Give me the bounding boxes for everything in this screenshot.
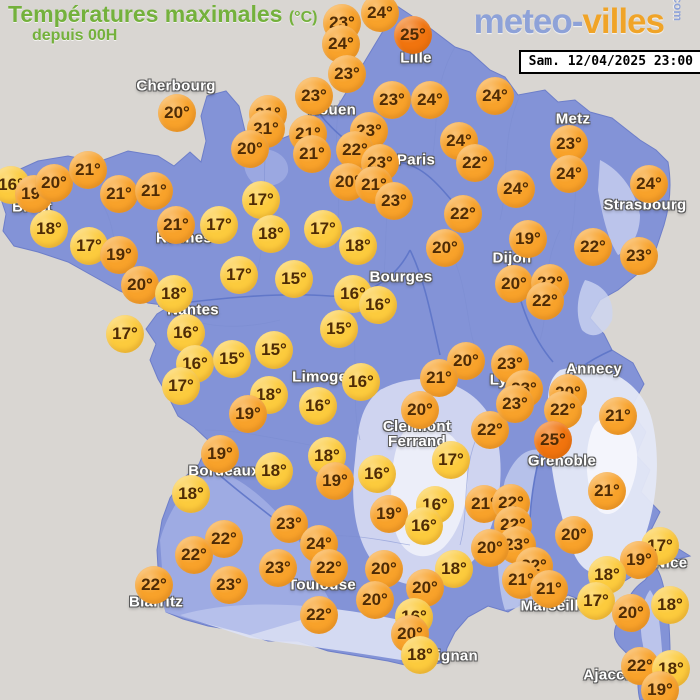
temp-bubble: 21°: [157, 206, 195, 244]
city-label: Paris: [396, 151, 436, 169]
temp-bubble: 22°: [175, 536, 213, 574]
temp-bubble: 21°: [135, 172, 173, 210]
temp-bubble: 23°: [328, 55, 366, 93]
temp-bubble: 18°: [651, 586, 689, 624]
temp-bubble: 19°: [509, 220, 547, 258]
temp-bubble: 20°: [121, 266, 159, 304]
temp-bubble: 19°: [229, 395, 267, 433]
page-title-unit: (°C): [288, 9, 318, 26]
temp-bubble: 20°: [158, 94, 196, 132]
temp-bubble: 18°: [401, 636, 439, 674]
temp-bubble: 23°: [295, 77, 333, 115]
temp-bubble: 23°: [270, 505, 308, 543]
temp-bubble: 22°: [135, 566, 173, 604]
temp-bubble: 17°: [577, 582, 615, 620]
temp-bubble: 16°: [342, 363, 380, 401]
temp-bubble: 20°: [612, 594, 650, 632]
meteo-villes-logo[interactable]: meteo-villes .com: [473, 0, 692, 42]
temp-bubble: 17°: [304, 210, 342, 248]
temp-bubble: 18°: [155, 275, 193, 313]
temp-bubble: 21°: [502, 561, 540, 599]
temp-bubble: 22°: [444, 195, 482, 233]
temp-bubble: 22°: [300, 596, 338, 634]
temp-bubble: 22°: [310, 549, 348, 587]
temp-bubble: 15°: [320, 310, 358, 348]
temp-bubble: 22°: [574, 228, 612, 266]
page-title-text: Températures maximales: [8, 1, 283, 27]
temp-bubble: 21°: [69, 151, 107, 189]
temp-bubble: 18°: [255, 452, 293, 490]
temp-bubble: 24°: [476, 77, 514, 115]
city-label: Cherbourg: [136, 77, 216, 95]
temp-bubble: 20°: [35, 164, 73, 202]
temp-bubble: 17°: [432, 441, 470, 479]
logo-part-villes: villes: [582, 2, 665, 41]
temp-bubble: 23°: [620, 237, 658, 275]
title-block: Températures maximales (°C) depuis 00H: [8, 2, 317, 45]
temp-bubble: 20°: [356, 581, 394, 619]
timestamp-box: Sam. 12/04/2025 23:00: [518, 50, 700, 74]
temp-bubble: 17°: [242, 181, 280, 219]
temp-bubble: 23°: [496, 385, 534, 423]
temp-bubble: 19°: [316, 462, 354, 500]
temp-bubble: 17°: [106, 315, 144, 353]
temp-bubble: 19°: [201, 435, 239, 473]
temp-bubble: 15°: [275, 260, 313, 298]
temp-bubble: 24°: [630, 165, 668, 203]
page-subtitle: depuis 00H: [32, 26, 118, 44]
temp-bubble: 16°: [299, 387, 337, 425]
temp-bubble: 25°: [534, 421, 572, 459]
temp-bubble: 15°: [213, 340, 251, 378]
temp-bubble: 24°: [361, 0, 399, 32]
temp-bubble: 21°: [100, 175, 138, 213]
temp-bubble: 22°: [526, 282, 564, 320]
temp-bubble: 22°: [456, 144, 494, 182]
temp-bubble: 20°: [401, 391, 439, 429]
temp-bubble: 24°: [550, 155, 588, 193]
city-label: Metz: [555, 110, 591, 128]
temp-bubble: 24°: [411, 81, 449, 119]
temp-bubble: 17°: [220, 256, 258, 294]
temp-bubble: 20°: [426, 229, 464, 267]
temp-bubble: 23°: [375, 182, 413, 220]
temp-bubble: 22°: [205, 520, 243, 558]
temp-bubble: 23°: [210, 566, 248, 604]
temp-bubble: 20°: [471, 529, 509, 567]
temp-bubble: 17°: [200, 206, 238, 244]
temp-bubble: 16°: [358, 455, 396, 493]
temp-bubble: 21°: [530, 570, 568, 608]
temp-bubble: 16°: [359, 286, 397, 324]
temp-bubble: 17°: [162, 367, 200, 405]
temp-bubble: 15°: [255, 331, 293, 369]
temp-bubble: 21°: [599, 397, 637, 435]
temp-bubble: 21°: [588, 472, 626, 510]
page-title: Températures maximales (°C): [8, 2, 317, 27]
temp-bubble: 19°: [641, 671, 679, 700]
temp-bubble: 20°: [231, 130, 269, 168]
temp-bubble: 19°: [620, 541, 658, 579]
temp-bubble: 25°: [394, 16, 432, 54]
temp-bubble: 20°: [447, 342, 485, 380]
temp-bubble: 19°: [370, 495, 408, 533]
temp-bubble: 23°: [259, 549, 297, 587]
temp-bubble: 18°: [252, 215, 290, 253]
temp-bubble: 21°: [420, 359, 458, 397]
city-label: Bourges: [369, 268, 433, 286]
temp-bubble: 22°: [471, 411, 509, 449]
temp-bubble: 18°: [339, 227, 377, 265]
temp-bubble: 18°: [172, 475, 210, 513]
logo-part-meteo: meteo-: [473, 2, 584, 41]
logo-suffix: .com: [670, 0, 685, 22]
temp-bubble: 20°: [555, 516, 593, 554]
temp-bubble: 21°: [293, 135, 331, 173]
temp-bubble: 23°: [373, 81, 411, 119]
temp-bubble: 16°: [405, 507, 443, 545]
temp-bubble: 18°: [30, 210, 68, 248]
temp-bubble: 24°: [497, 170, 535, 208]
